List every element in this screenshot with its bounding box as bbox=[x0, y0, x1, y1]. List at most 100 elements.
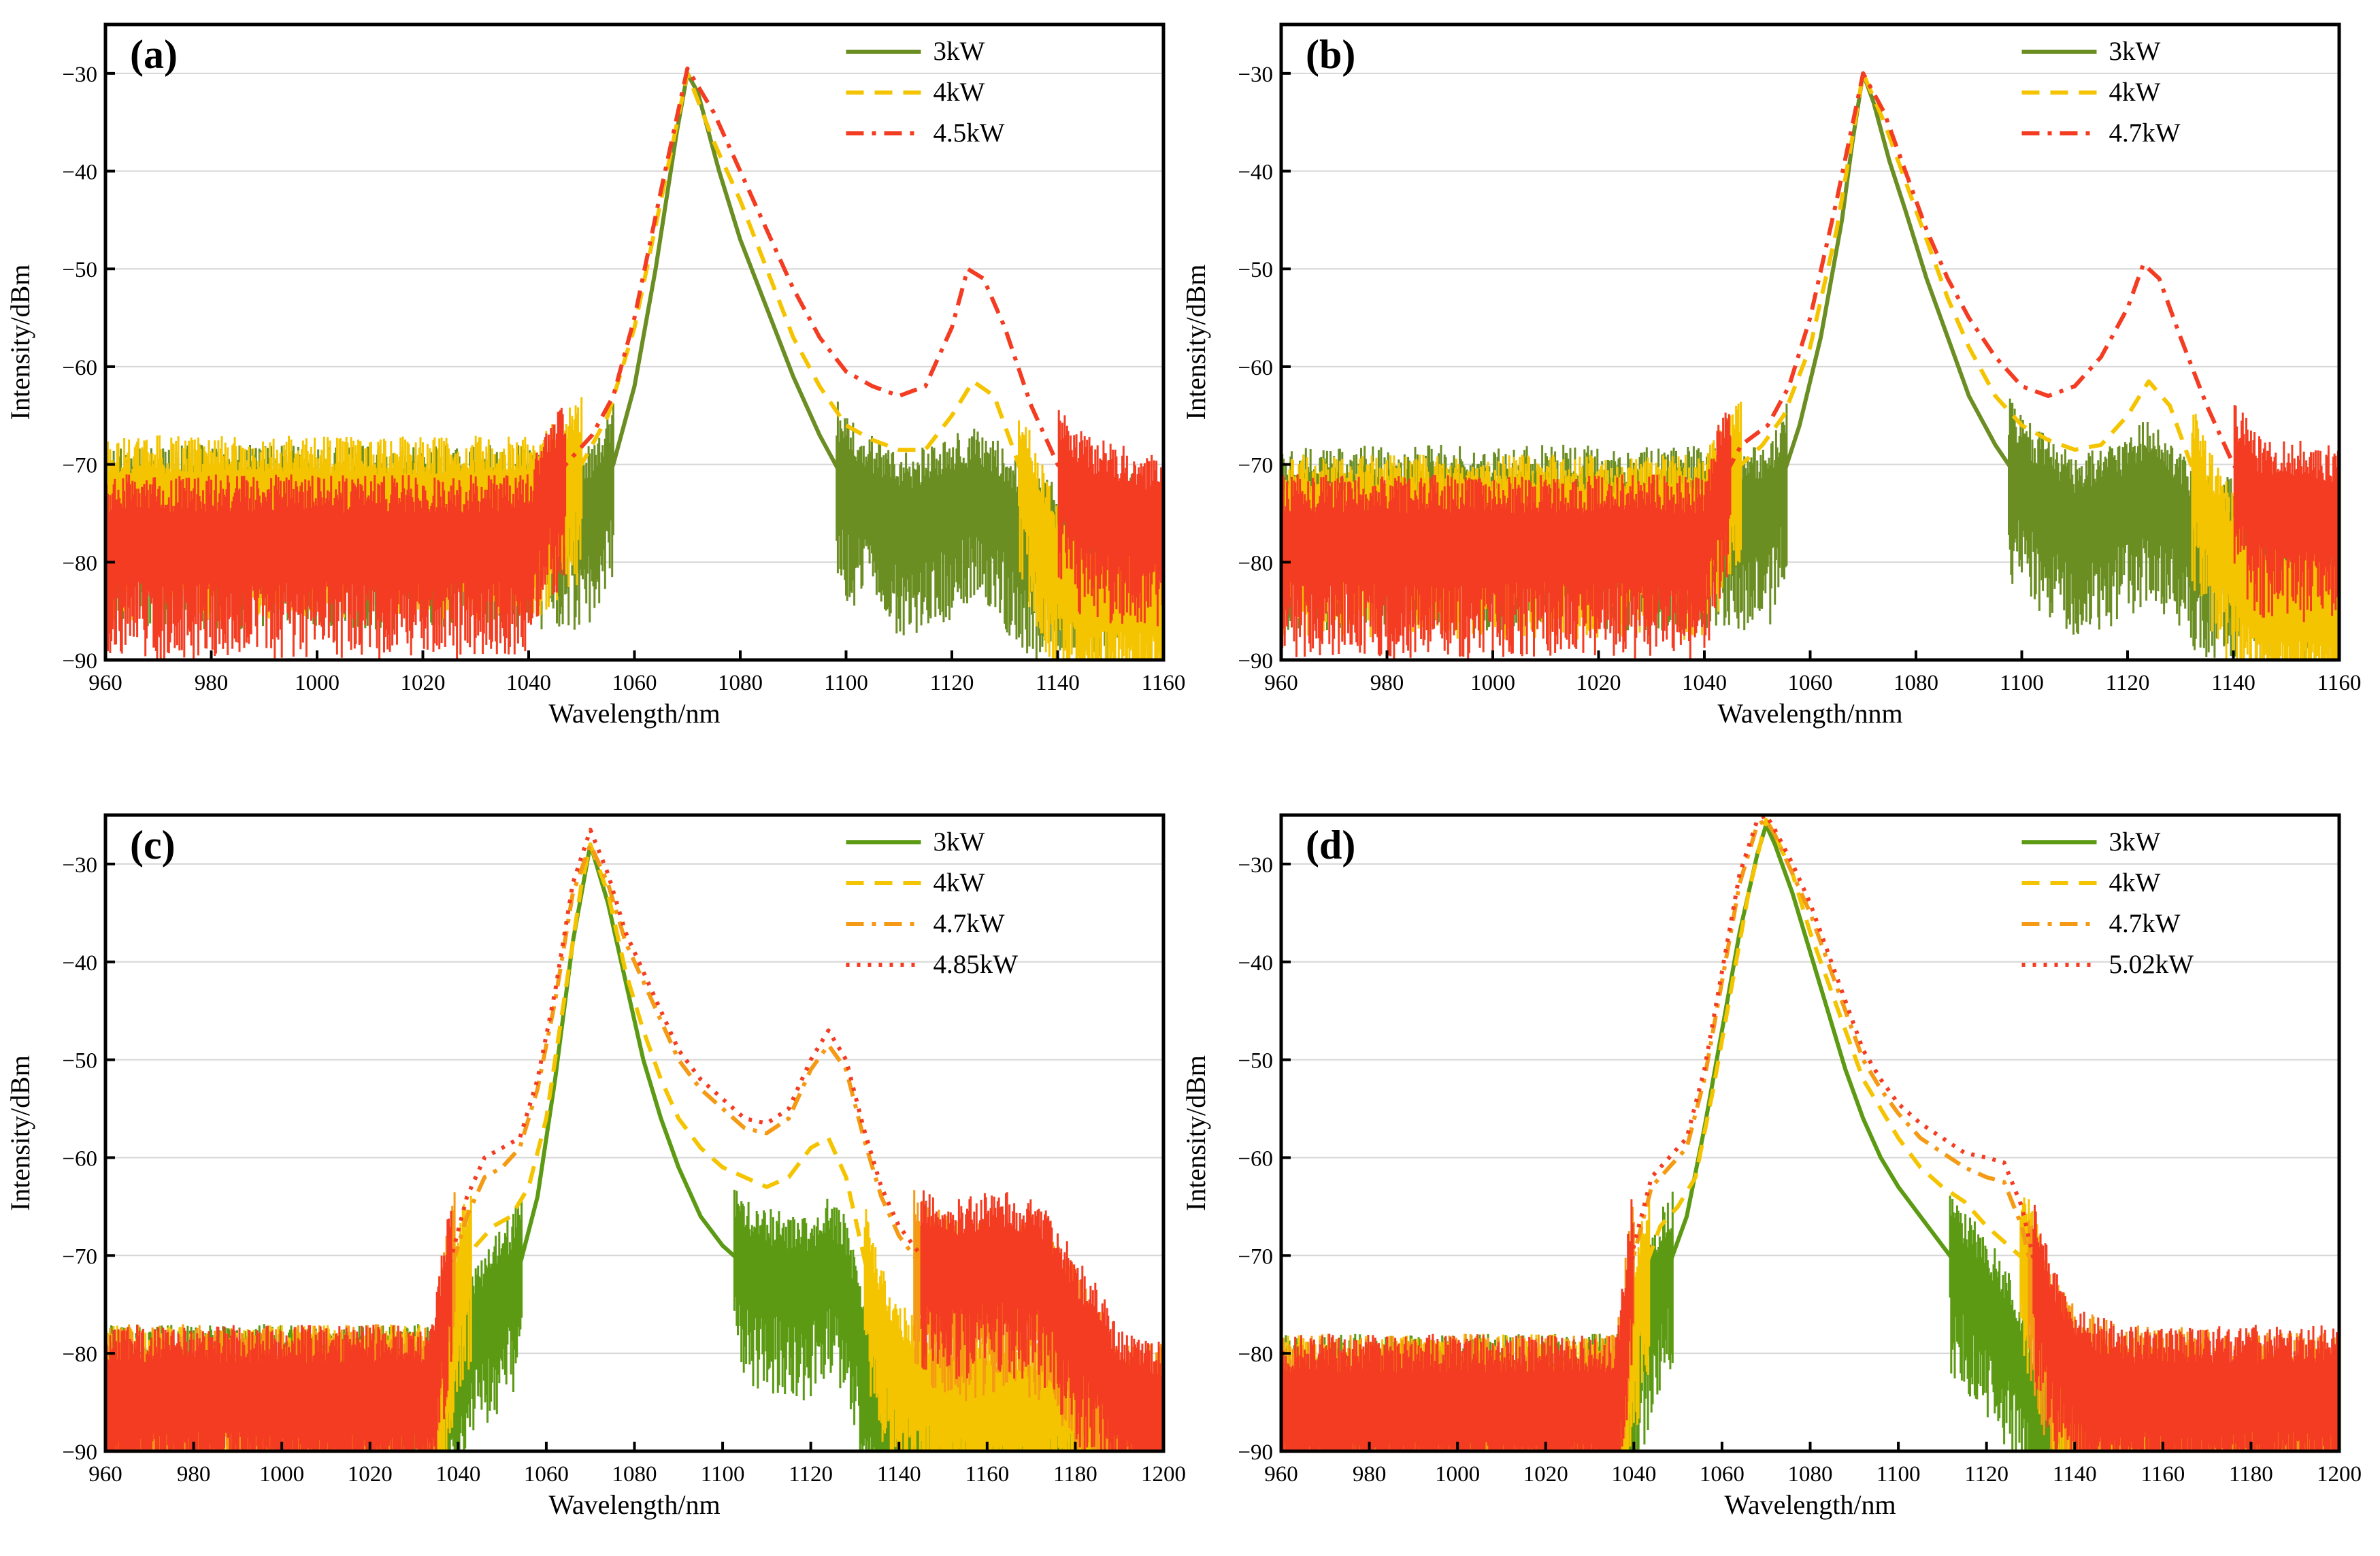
y-axis-title: Intensity/dBm bbox=[1180, 265, 1211, 420]
legend-label-4.85kW: 4.85kW bbox=[933, 950, 1019, 979]
series-4.7kW bbox=[1281, 71, 2339, 659]
legend-label-5.02kW: 5.02kW bbox=[2109, 950, 2194, 979]
panel-label: (b) bbox=[1306, 32, 1355, 77]
x-tick-label: 1080 bbox=[612, 1462, 657, 1487]
x-tick-label: 980 bbox=[1353, 1462, 1387, 1487]
y-tick-label: −30 bbox=[1238, 63, 1273, 87]
legend-label-4.7kW: 4.7kW bbox=[2109, 118, 2181, 148]
y-tick-label: −80 bbox=[62, 551, 97, 576]
series-line-4.7kW bbox=[1281, 818, 2339, 1405]
x-tick-label: 1040 bbox=[1682, 671, 1727, 695]
x-tick-label: 1100 bbox=[701, 1462, 745, 1487]
legend-label-4.7kW: 4.7kW bbox=[933, 909, 1005, 938]
legend-label-4.7kW: 4.7kW bbox=[2109, 909, 2181, 938]
y-tick-label: −70 bbox=[1238, 1244, 1273, 1269]
x-tick-label: 1060 bbox=[612, 671, 657, 695]
y-tick-label: −60 bbox=[62, 356, 97, 380]
x-tick-label: 1040 bbox=[1611, 1462, 1656, 1487]
x-tick-label: 980 bbox=[1370, 671, 1404, 695]
x-tick-label: 1140 bbox=[2053, 1462, 2097, 1487]
y-tick-label: −50 bbox=[1238, 1049, 1273, 1074]
x-tick-label: 1040 bbox=[435, 1462, 480, 1487]
chart-panel-d: 960 980 1000 1020 1040 1060 1080 1100 1120 1140 11… bbox=[1180, 813, 2362, 1520]
x-tick-label: 1080 bbox=[1894, 671, 1938, 695]
x-tick-label: 1100 bbox=[824, 671, 868, 695]
y-tick-label: −70 bbox=[62, 454, 97, 478]
series-line-3kW bbox=[1281, 71, 2339, 545]
y-tick-label: −50 bbox=[1238, 258, 1273, 282]
series-line-4kW bbox=[105, 71, 1163, 594]
x-tick-label: 1000 bbox=[1435, 1462, 1480, 1487]
y-tick-label: −30 bbox=[62, 853, 97, 878]
y-axis-title: Intensity/dBm bbox=[1180, 1055, 1211, 1211]
y-tick-label: −30 bbox=[1238, 853, 1273, 878]
x-tick-label: 960 bbox=[88, 671, 122, 695]
y-tick-label: −60 bbox=[1238, 356, 1273, 380]
x-tick-label: 980 bbox=[195, 671, 229, 695]
panel-label: (c) bbox=[130, 823, 176, 867]
y-tick-label: −50 bbox=[62, 1049, 97, 1074]
x-tick-label: 1200 bbox=[2317, 1462, 2362, 1487]
x-tick-label: 960 bbox=[1264, 671, 1298, 695]
x-tick-label: 1120 bbox=[2106, 671, 2150, 695]
series-line-3kW bbox=[105, 842, 1163, 1444]
x-tick-label: 1120 bbox=[930, 671, 974, 695]
series-line-3kW bbox=[105, 71, 1163, 545]
x-axis-title: Wavelength/nm bbox=[548, 698, 720, 729]
series-noise-4.5kW bbox=[105, 408, 1163, 660]
x-tick-label: 980 bbox=[177, 1462, 211, 1487]
x-tick-label: 1020 bbox=[1523, 1462, 1568, 1487]
x-axis-title: Wavelength/nm bbox=[548, 1489, 720, 1520]
series-line-4.7kW bbox=[1281, 71, 2339, 545]
series-noise-4.85kW bbox=[105, 1190, 1163, 1451]
y-tick-label: −40 bbox=[62, 951, 97, 976]
series-noise-4.7kW bbox=[1281, 405, 2339, 659]
legend-label-3kW: 3kW bbox=[2109, 827, 2161, 857]
x-tick-label: 1000 bbox=[1470, 671, 1515, 695]
y-tick-label: −90 bbox=[62, 649, 97, 674]
y-tick-label: −50 bbox=[62, 258, 97, 282]
series-5.02kW bbox=[1281, 815, 2339, 1451]
y-tick-label: −40 bbox=[1238, 951, 1273, 976]
legend-label-4.5kW: 4.5kW bbox=[933, 118, 1005, 148]
panel-label: (d) bbox=[1306, 823, 1355, 867]
y-tick-label: −80 bbox=[1238, 551, 1273, 576]
x-tick-label: 1180 bbox=[1053, 1462, 1097, 1487]
x-tick-label: 1020 bbox=[348, 1462, 393, 1487]
x-tick-label: 1060 bbox=[1700, 1462, 1745, 1487]
x-tick-label: 1160 bbox=[965, 1462, 1009, 1487]
x-tick-label: 1060 bbox=[1788, 671, 1833, 695]
x-axis-title: Wavelength/nnm bbox=[1717, 698, 1902, 729]
y-tick-label: −90 bbox=[62, 1440, 97, 1465]
x-tick-label: 960 bbox=[1264, 1462, 1298, 1487]
y-tick-label: −70 bbox=[1238, 454, 1273, 478]
legend-label-4kW: 4kW bbox=[933, 868, 985, 897]
plot-area bbox=[105, 66, 1163, 660]
x-tick-label: 1140 bbox=[877, 1462, 921, 1487]
legend-label-3kW: 3kW bbox=[2109, 37, 2161, 66]
series-line-4kW bbox=[1281, 71, 2339, 603]
series-4.5kW bbox=[105, 66, 1163, 660]
x-tick-label: 1160 bbox=[2317, 671, 2362, 695]
y-tick-label: −40 bbox=[62, 161, 97, 185]
panel-label: (a) bbox=[130, 32, 178, 77]
legend-label-3kW: 3kW bbox=[933, 37, 985, 66]
y-tick-label: −40 bbox=[1238, 161, 1273, 185]
legend-label-4kW: 4kW bbox=[933, 78, 985, 107]
legend-label-4kW: 4kW bbox=[2109, 868, 2161, 897]
plot-area bbox=[105, 827, 1163, 1451]
y-tick-label: −60 bbox=[1238, 1146, 1273, 1171]
series-line-4kW bbox=[105, 842, 1163, 1424]
y-tick-label: −80 bbox=[62, 1342, 97, 1367]
x-tick-label: 1160 bbox=[2141, 1462, 2185, 1487]
x-tick-label: 1160 bbox=[1142, 671, 1186, 695]
y-tick-label: −90 bbox=[1238, 1440, 1273, 1465]
y-tick-label: −90 bbox=[1238, 649, 1273, 674]
y-tick-label: −30 bbox=[62, 63, 97, 87]
chart-panel-b: 960 980 1000 1020 1040 1060 1080 1100 1120 1140 11… bbox=[1180, 22, 2362, 729]
x-tick-label: 1180 bbox=[2229, 1462, 2273, 1487]
y-tick-label: −70 bbox=[62, 1244, 97, 1269]
x-tick-label: 1100 bbox=[2000, 671, 2044, 695]
x-tick-label: 1020 bbox=[401, 671, 446, 695]
